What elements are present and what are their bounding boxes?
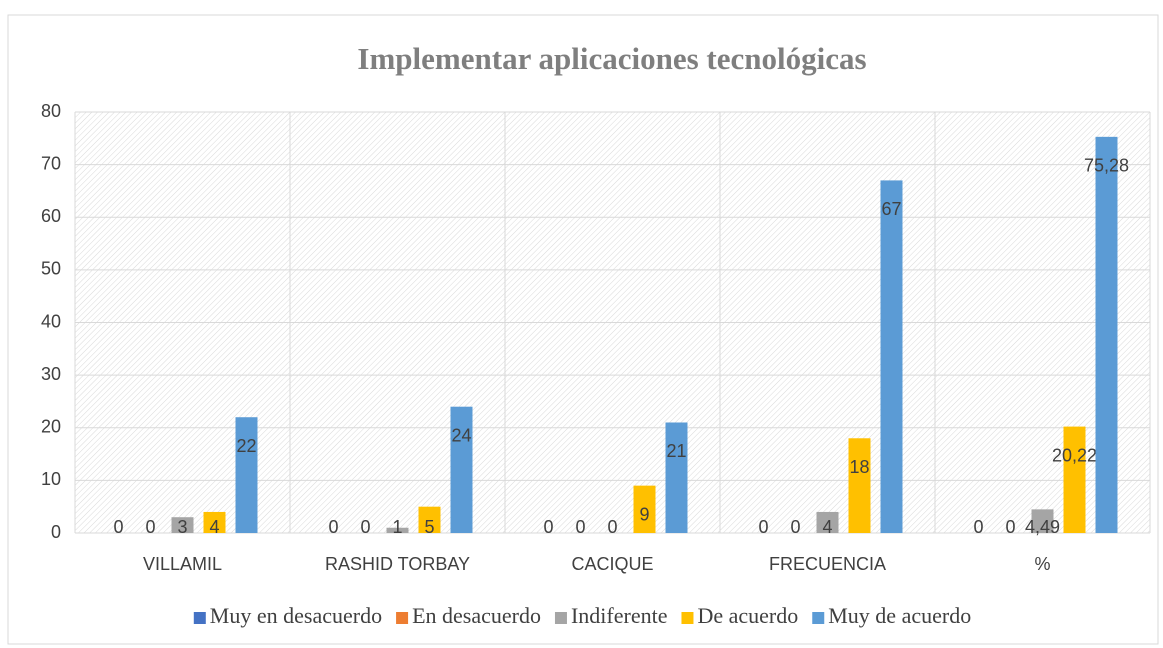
bar [1031, 509, 1054, 533]
bar [880, 180, 903, 533]
y-tick-label: 0 [51, 522, 61, 542]
data-label: 0 [790, 517, 800, 537]
y-tick-label: 50 [41, 259, 61, 279]
data-label: 0 [575, 517, 585, 537]
legend-swatch [681, 612, 694, 624]
legend-swatch [396, 612, 409, 624]
bar [235, 417, 258, 533]
data-label: 0 [607, 517, 617, 537]
x-tick-label: CACIQUE [571, 554, 653, 574]
data-label: 0 [973, 517, 983, 537]
data-label: 4,49 [1025, 517, 1060, 537]
bar [171, 517, 194, 533]
x-tick-label: FRECUENCIA [769, 554, 886, 574]
chart-title: Implementar aplicaciones tecnológicas [357, 41, 866, 76]
y-tick-label: 80 [41, 101, 61, 121]
legend-swatch [554, 612, 567, 624]
bar [665, 422, 688, 533]
data-label: 5 [424, 517, 434, 537]
legend-swatch [812, 612, 825, 624]
y-tick-label: 10 [41, 469, 61, 489]
legend-label: Muy de acuerdo [828, 603, 971, 628]
y-tick-label: 30 [41, 364, 61, 384]
x-tick-label: VILLAMIL [143, 554, 222, 574]
data-label: 0 [113, 517, 123, 537]
bar [848, 438, 871, 533]
bar [450, 406, 473, 533]
legend-label: Muy en desacuerdo [210, 603, 382, 628]
x-tick-label: RASHID TORBAY [325, 554, 470, 574]
legend-swatch [193, 612, 206, 624]
legend-label: En desacuerdo [412, 603, 541, 628]
x-tick-label: % [1034, 554, 1050, 574]
bar [418, 506, 441, 533]
data-label: 0 [1005, 517, 1015, 537]
data-label: 24 [451, 425, 471, 445]
data-label: 75,28 [1084, 156, 1129, 176]
bar [203, 511, 226, 533]
data-label: 0 [758, 517, 768, 537]
legend-label: Indiferente [571, 603, 668, 628]
y-tick-label: 60 [41, 206, 61, 226]
y-tick-label: 70 [41, 153, 61, 173]
bar [1063, 426, 1086, 533]
data-label: 0 [328, 517, 338, 537]
data-label: 0 [360, 517, 370, 537]
bar [1095, 136, 1118, 534]
legend-label: De acuerdo [697, 603, 798, 628]
data-label: 67 [881, 199, 901, 219]
bar [816, 511, 839, 533]
data-label: 3 [177, 517, 187, 537]
data-label: 4 [822, 517, 832, 537]
data-label: 0 [543, 517, 553, 537]
data-label: 20,22 [1052, 445, 1097, 465]
y-tick-label: 20 [41, 417, 61, 437]
bar [633, 485, 656, 533]
data-label: 18 [849, 457, 869, 477]
data-label: 0 [145, 517, 155, 537]
data-label: 4 [209, 517, 219, 537]
data-label: 1 [392, 517, 402, 537]
data-label: 22 [236, 436, 256, 456]
data-label: 21 [666, 441, 686, 461]
bar [386, 527, 409, 533]
y-tick-label: 40 [41, 311, 61, 331]
data-label: 9 [639, 504, 649, 524]
